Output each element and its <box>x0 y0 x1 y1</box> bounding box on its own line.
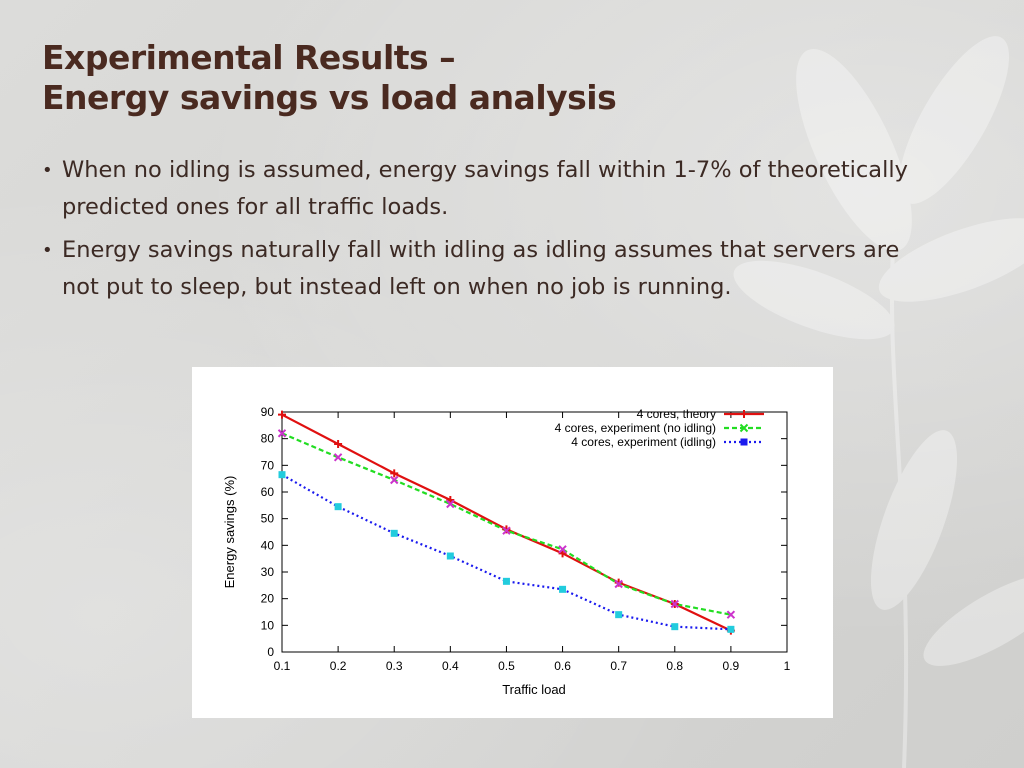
data-point <box>727 625 735 633</box>
data-point <box>502 577 510 585</box>
legend-label: 4 cores, experiment (no idling) <box>555 421 716 435</box>
y-tick-label: 70 <box>261 458 275 472</box>
slide-title: Experimental Results – Energy savings vs… <box>42 38 617 118</box>
data-point <box>559 585 567 593</box>
y-tick-label: 30 <box>261 565 275 579</box>
y-tick-label: 90 <box>261 405 275 419</box>
data-point <box>615 611 623 619</box>
series-line-2 <box>281 432 732 616</box>
series-layer <box>277 410 736 635</box>
title-line-2: Energy savings vs load analysis <box>42 78 617 117</box>
data-point <box>278 471 286 479</box>
series-line-3 <box>281 473 731 631</box>
data-point <box>390 475 399 485</box>
x-tick-label: 0.3 <box>386 659 403 673</box>
data-point <box>334 503 342 511</box>
bullet-item: • Energy savings naturally fall with idl… <box>42 232 942 306</box>
y-tick-label: 80 <box>261 432 275 446</box>
data-point <box>277 429 287 438</box>
data-point <box>446 499 455 509</box>
legend-marker <box>740 410 748 418</box>
x-tick-label: 0.9 <box>723 659 740 673</box>
data-point <box>670 599 679 609</box>
legend-marker <box>740 438 748 446</box>
data-point <box>502 526 511 535</box>
data-point <box>446 552 454 560</box>
title-line-1: Experimental Results – <box>42 38 456 77</box>
bullet-dot-icon: • <box>42 240 53 261</box>
y-tick-label: 20 <box>261 592 275 606</box>
y-tick-label: 10 <box>261 618 275 632</box>
data-point <box>614 579 623 589</box>
data-point <box>334 440 343 448</box>
y-tick-label: 50 <box>261 512 275 526</box>
x-tick-label: 0.7 <box>610 659 627 673</box>
data-point <box>278 410 286 419</box>
x-tick-label: 0.6 <box>554 659 571 673</box>
x-tick-label: 0.1 <box>274 659 291 673</box>
data-point <box>333 453 343 462</box>
leaf-decoration <box>733 36 1024 768</box>
bullet-text: When no idling is assumed, energy saving… <box>62 157 908 220</box>
y-tick-label: 40 <box>261 538 275 552</box>
bullet-list: • When no idling is assumed, energy savi… <box>42 152 942 312</box>
x-axis-label: Traffic load <box>502 682 566 697</box>
x-tick-label: 0.4 <box>442 659 459 673</box>
legend-marker <box>739 423 749 433</box>
x-tick-label: 1 <box>784 659 791 673</box>
bullet-text: Energy savings naturally fall with idlin… <box>62 237 900 300</box>
x-tick-label: 0.2 <box>330 659 347 673</box>
bullet-dot-icon: • <box>42 160 53 181</box>
y-tick-label: 60 <box>261 485 275 499</box>
data-point <box>671 623 679 631</box>
x-tick-label: 0.8 <box>666 659 683 673</box>
bullet-item: • When no idling is assumed, energy savi… <box>42 152 942 226</box>
chart-container: 0 10 20 30 40 50 60 70 80 90 0.1 0.2 0.3 0.4 0.5 0.6 0.… <box>192 367 833 718</box>
legend-label: 4 cores, theory <box>637 407 716 421</box>
legend-label: 4 cores, experiment (idling) <box>571 435 716 449</box>
data-point <box>558 545 567 554</box>
data-point <box>726 610 736 619</box>
y-axis-label: Energy savings (%) <box>222 476 237 589</box>
y-axis-ticks: 0 10 20 30 40 50 60 70 80 90 <box>261 405 787 659</box>
y-tick-label: 0 <box>267 645 274 659</box>
plot-frame <box>281 411 788 653</box>
data-point <box>390 529 398 537</box>
x-tick-label: 0.5 <box>498 659 515 673</box>
x-axis-ticks: 0.1 0.2 0.3 0.4 0.5 0.6 0.7 0.8 0.9 1 <box>274 412 791 673</box>
data-point <box>390 469 399 478</box>
